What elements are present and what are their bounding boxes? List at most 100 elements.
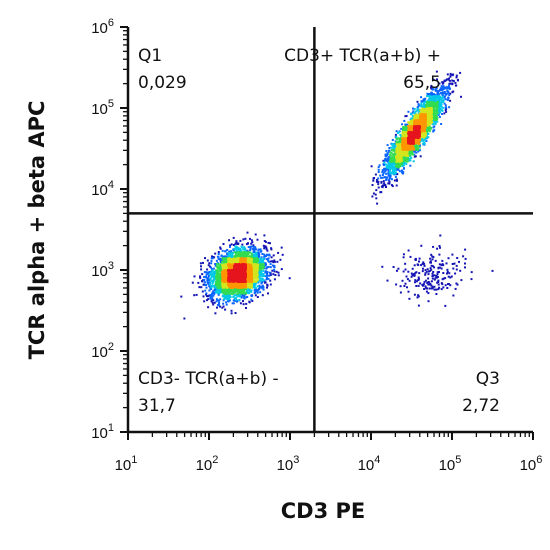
event-dot — [230, 254, 233, 256]
event-dot — [393, 165, 396, 168]
event-dot — [387, 168, 390, 171]
event-dot — [418, 257, 421, 260]
event-dot — [427, 292, 430, 295]
tick-exponent: 4 — [108, 179, 114, 191]
event-dot — [249, 259, 252, 261]
event-dot — [435, 115, 438, 118]
event-dot — [209, 272, 212, 275]
event-dot — [398, 163, 400, 166]
event-dot — [388, 147, 391, 149]
event-dot — [211, 255, 213, 258]
event-dot — [423, 127, 426, 130]
event-dot — [418, 146, 421, 149]
event-dot — [440, 288, 443, 291]
event-dot — [259, 277, 262, 280]
event-dot — [236, 251, 239, 254]
event-dot — [405, 157, 407, 160]
event-dot — [217, 251, 220, 253]
event-dot — [397, 146, 400, 149]
event-dot — [241, 243, 244, 246]
event-dot — [404, 115, 407, 118]
event-dot — [416, 106, 419, 109]
event-dot — [246, 290, 248, 293]
event-dot — [423, 264, 426, 267]
event-dot — [260, 250, 263, 253]
event-dot — [261, 284, 264, 287]
event-dot — [414, 115, 417, 118]
event-dot — [429, 115, 431, 118]
event-dot — [424, 272, 427, 275]
event-dot — [419, 105, 422, 108]
event-dot — [455, 268, 458, 271]
event-dot — [395, 178, 398, 181]
event-dot — [226, 286, 229, 289]
event-dot — [267, 259, 269, 262]
event-dot — [248, 278, 251, 281]
event-dot — [213, 277, 216, 280]
event-dot — [235, 283, 238, 286]
event-dot — [452, 90, 455, 93]
event-dot — [417, 148, 419, 151]
event-dot — [256, 268, 259, 271]
event-dot — [240, 285, 242, 288]
event-dot — [454, 272, 457, 275]
event-dot — [448, 77, 450, 80]
event-dot — [243, 286, 246, 289]
event-dot — [382, 172, 385, 175]
event-dot — [210, 300, 213, 303]
event-dot — [264, 281, 267, 284]
event-dot — [462, 255, 465, 258]
event-dot — [410, 156, 413, 159]
event-dot — [213, 272, 216, 275]
event-dot — [414, 281, 416, 284]
event-dot — [251, 300, 254, 302]
event-dot — [221, 283, 224, 286]
event-dot — [400, 159, 403, 162]
event-dot — [450, 275, 453, 278]
event-dot — [436, 108, 438, 111]
event-dot — [395, 135, 398, 138]
event-dot — [288, 277, 291, 280]
event-dot — [447, 84, 450, 87]
event-dot — [240, 291, 243, 294]
event-dot — [255, 290, 258, 293]
event-dot — [218, 301, 221, 304]
event-dot — [216, 278, 219, 281]
event-dot — [448, 94, 451, 96]
event-dot — [226, 271, 229, 274]
event-dot — [412, 115, 415, 118]
event-dot — [243, 248, 246, 251]
event-dot — [280, 268, 283, 271]
event-dot — [231, 284, 234, 287]
event-dot — [419, 155, 422, 158]
event-dot — [448, 87, 451, 90]
event-dot — [243, 255, 246, 258]
event-dot — [431, 275, 434, 278]
event-dot — [233, 257, 236, 260]
event-dot — [431, 122, 434, 125]
event-dot — [218, 286, 221, 289]
event-dot — [431, 118, 433, 120]
event-dot — [425, 129, 428, 132]
event-dot — [266, 258, 268, 261]
event-dot — [403, 159, 406, 162]
event-dot — [403, 126, 405, 128]
event-dot — [401, 134, 404, 137]
event-dot — [266, 286, 268, 289]
event-dot — [444, 92, 447, 95]
tick-exponent: 4 — [374, 454, 380, 466]
event-dot — [223, 275, 226, 278]
event-dot — [428, 111, 431, 114]
event-dot — [242, 294, 244, 297]
event-dot — [266, 276, 268, 279]
event-dot — [400, 157, 403, 160]
event-dot — [377, 171, 380, 173]
event-dot — [386, 144, 389, 147]
event-dot — [219, 298, 222, 301]
event-dot — [381, 169, 384, 172]
event-dot — [427, 101, 430, 104]
event-dot — [388, 177, 391, 180]
event-dot — [236, 295, 239, 298]
event-dot — [202, 261, 204, 264]
event-dot — [233, 285, 236, 288]
